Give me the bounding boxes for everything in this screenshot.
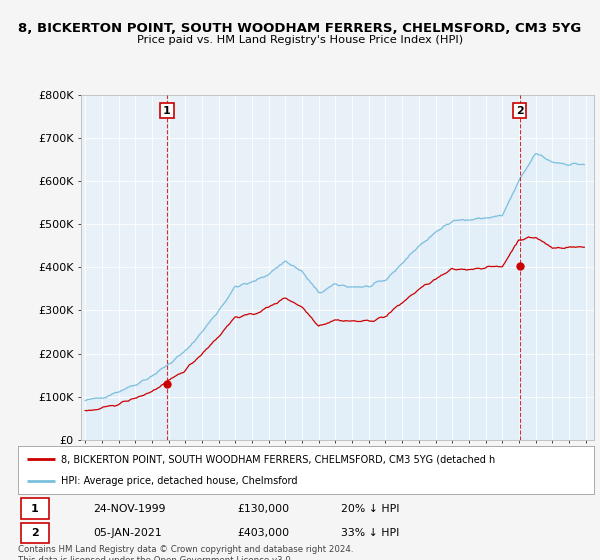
- Text: 1: 1: [31, 504, 38, 514]
- Text: 8, BICKERTON POINT, SOUTH WOODHAM FERRERS, CHELMSFORD, CM3 5YG (detached h: 8, BICKERTON POINT, SOUTH WOODHAM FERRER…: [61, 454, 496, 464]
- Text: 33% ↓ HPI: 33% ↓ HPI: [341, 528, 399, 538]
- FancyBboxPatch shape: [21, 498, 49, 519]
- Text: £130,000: £130,000: [237, 504, 289, 514]
- Text: 8, BICKERTON POINT, SOUTH WOODHAM FERRERS, CHELMSFORD, CM3 5YG: 8, BICKERTON POINT, SOUTH WOODHAM FERRER…: [19, 22, 581, 35]
- Text: 24-NOV-1999: 24-NOV-1999: [93, 504, 166, 514]
- Text: 2: 2: [31, 528, 38, 538]
- Text: 05-JAN-2021: 05-JAN-2021: [93, 528, 161, 538]
- Text: Contains HM Land Registry data © Crown copyright and database right 2024.
This d: Contains HM Land Registry data © Crown c…: [18, 545, 353, 560]
- Text: £403,000: £403,000: [237, 528, 289, 538]
- Text: 1: 1: [163, 105, 171, 115]
- FancyBboxPatch shape: [21, 523, 49, 543]
- Text: 2: 2: [516, 105, 523, 115]
- Text: HPI: Average price, detached house, Chelmsford: HPI: Average price, detached house, Chel…: [61, 476, 298, 486]
- Text: Price paid vs. HM Land Registry's House Price Index (HPI): Price paid vs. HM Land Registry's House …: [137, 35, 463, 45]
- Text: 20% ↓ HPI: 20% ↓ HPI: [341, 504, 399, 514]
